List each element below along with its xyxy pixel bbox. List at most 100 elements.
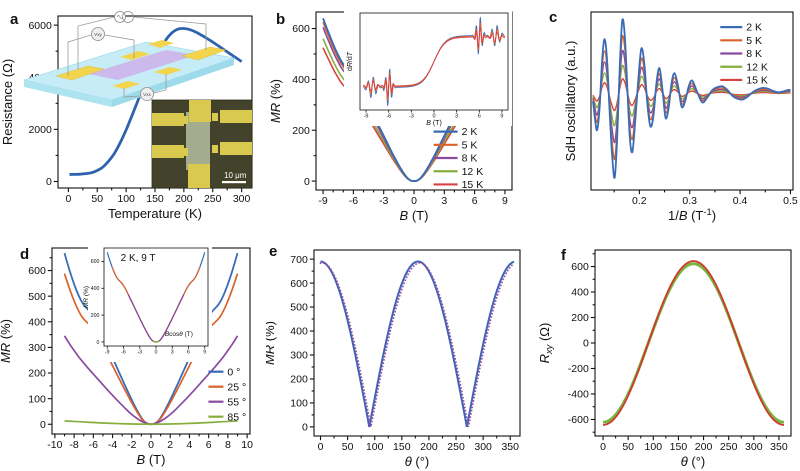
legend: 2 K5 K8 K12 K15 K — [433, 126, 484, 191]
text-label: 250 — [204, 193, 222, 205]
text-label: 3 — [455, 114, 458, 120]
text-label: 200 — [420, 441, 438, 453]
text-label: -3 — [379, 195, 388, 207]
y-axis-label: MR (%) — [266, 321, 277, 365]
legend-label: 2 K — [746, 22, 762, 34]
axis-tick-labels: -9 -6 -3 0 3 6 9 0 200 400 600 — [292, 23, 508, 207]
series-group — [592, 18, 791, 179]
panel-letter: a — [10, 11, 19, 28]
axis-ticks — [590, 253, 780, 441]
text-label: 6 — [187, 349, 190, 355]
axis-tick-labels: 0.2 0.3 0.4 0.5 — [632, 195, 798, 207]
panel-f-plot: 0 50 100 150 200 250 300 350 -600 -400 -200 0 200 400… — [537, 247, 792, 469]
axis-tick-labels: -9 -6 -3 0 3 6 9 — [364, 114, 504, 120]
text-label: -400 — [568, 389, 589, 401]
y-axis-label: MR (%) — [83, 286, 90, 308]
text-label: 6 — [472, 195, 478, 207]
x-axis-label: θ (°) — [405, 454, 430, 469]
panel-a: 0 50 100 150 200 250 300 0 2000 4000 6000 Temperatu… — [0, 0, 266, 232]
text-label: 0 — [97, 340, 100, 346]
panel-e: 0 50 100 150 200 250 300 350 0 100 200 300 400 500 600… — [266, 232, 533, 471]
text-label: 0 — [411, 195, 417, 207]
text-label: 100 — [117, 193, 135, 205]
text-label: 150 — [146, 193, 164, 205]
text-label: 0.3 — [682, 195, 697, 207]
series-mr-theta-fit — [320, 260, 515, 428]
text-label: -10 — [47, 439, 62, 451]
axis-tick-labels: 0 50 100 150 200 250 300 0 2000 4000 6000 — [28, 20, 250, 205]
series-group — [106, 252, 206, 343]
text-label: 100 — [290, 398, 308, 410]
plot-frame — [594, 249, 792, 437]
axis-tick-labels: 0 50 100 150 200 250 300 350 -600 -400 -200 0 200 400… — [568, 261, 788, 453]
series-collapse-85 — [152, 340, 160, 343]
plot-frame — [590, 11, 794, 191]
text-label: 400 — [290, 326, 308, 338]
series-resistance-vs-temperature — [69, 27, 243, 176]
text-label: 250 — [720, 441, 738, 453]
text-label: 350 — [770, 441, 788, 453]
text-label: -6 — [89, 439, 98, 451]
series-group — [362, 16, 506, 107]
text-label: 8 — [225, 439, 231, 451]
text-label: 600 — [28, 265, 46, 277]
inset-background — [344, 9, 512, 126]
axis-ticks — [101, 261, 206, 349]
text-label: 500 — [28, 291, 46, 303]
legend-label: 12 K — [462, 166, 484, 178]
legend-label: 8 K — [746, 48, 762, 60]
series-2 K — [592, 18, 791, 179]
text-label: 200 — [571, 312, 589, 324]
y-axis-label: Resistance (Ω) — [0, 59, 15, 145]
text-label: -600 — [568, 414, 589, 426]
text-label: -2 — [127, 439, 136, 451]
x-axis-label: B (T) — [400, 208, 429, 223]
legend-label: 5 K — [746, 35, 762, 47]
panel-b-plot: -9 -6 -3 0 3 6 9 0 200 400 600 B (T) MR (%) 2 K5 K 8 K… — [268, 9, 513, 223]
legend-label: 85 ° — [227, 411, 246, 423]
axis-tick-labels: -9 -6 -3 0 3 6 9 0 200 400 600 — [91, 259, 207, 355]
chart-inset: -9 -6 -3 0 3 6 9 B (T) dR/dT — [344, 9, 512, 127]
text-label: 0 — [600, 441, 606, 453]
legend: 2 K5 K8 K12 K15 K — [720, 22, 768, 87]
text-label: 0.5 — [783, 195, 798, 207]
text-label: -3 — [409, 114, 414, 120]
panel-c-plot: 0.2 0.3 0.4 0.5 1/B (T-1) SdH oscillatory (a.… — [549, 9, 798, 223]
panel-letter: e — [269, 243, 277, 260]
y-axis-label: dR/dT — [347, 51, 354, 71]
text-label: 300 — [474, 441, 492, 453]
inset-background — [88, 244, 212, 362]
text-label: 400 — [28, 316, 46, 328]
axis-ticks — [365, 110, 503, 113]
text-label: 100 — [366, 441, 384, 453]
text-label: -3 — [137, 349, 142, 355]
text-label: 9 — [500, 114, 503, 120]
text-label: 6 — [478, 114, 481, 120]
text-label: 100 — [645, 441, 663, 453]
text-label: -4 — [108, 439, 117, 451]
panel-d: -10 -8 -6 -4 -2 0 2 4 6 8 10 0 100 200 300 400 500 600 B (… — [0, 232, 266, 471]
y-axis-label: MR (%) — [268, 79, 283, 123]
text-label: 0 — [304, 176, 310, 188]
axis-ticks — [613, 190, 792, 195]
series-85 ° — [64, 420, 238, 426]
chart-inset: -9 -6 -3 0 3 6 9 0 200 400 600 Bcosθ (T) MR (%) 2 K, … — [83, 244, 212, 362]
text-label: 10 — [241, 439, 253, 451]
series-rxy-theta-data — [602, 262, 785, 424]
text-label: -6 — [121, 349, 126, 355]
legend-label: 15 K — [746, 75, 768, 87]
text-label: 600 — [91, 259, 100, 265]
panel-letter: b — [276, 11, 285, 28]
x-axis-label: Bcosθ (T) — [165, 331, 193, 338]
series-group — [602, 260, 785, 426]
legend-label: 25 ° — [227, 381, 246, 393]
chart-a: 0 50 100 150 200 250 300 0 2000 4000 6000 Temperatu… — [0, 11, 253, 221]
panel-letter: c — [549, 9, 557, 26]
text-label: -6 — [349, 195, 358, 207]
legend-label: 2 K — [462, 126, 478, 138]
text-label: 350 — [501, 441, 519, 453]
text-label: -8 — [69, 439, 78, 451]
x-axis-label: θ (°) — [681, 454, 706, 469]
plot-frame — [313, 249, 521, 437]
